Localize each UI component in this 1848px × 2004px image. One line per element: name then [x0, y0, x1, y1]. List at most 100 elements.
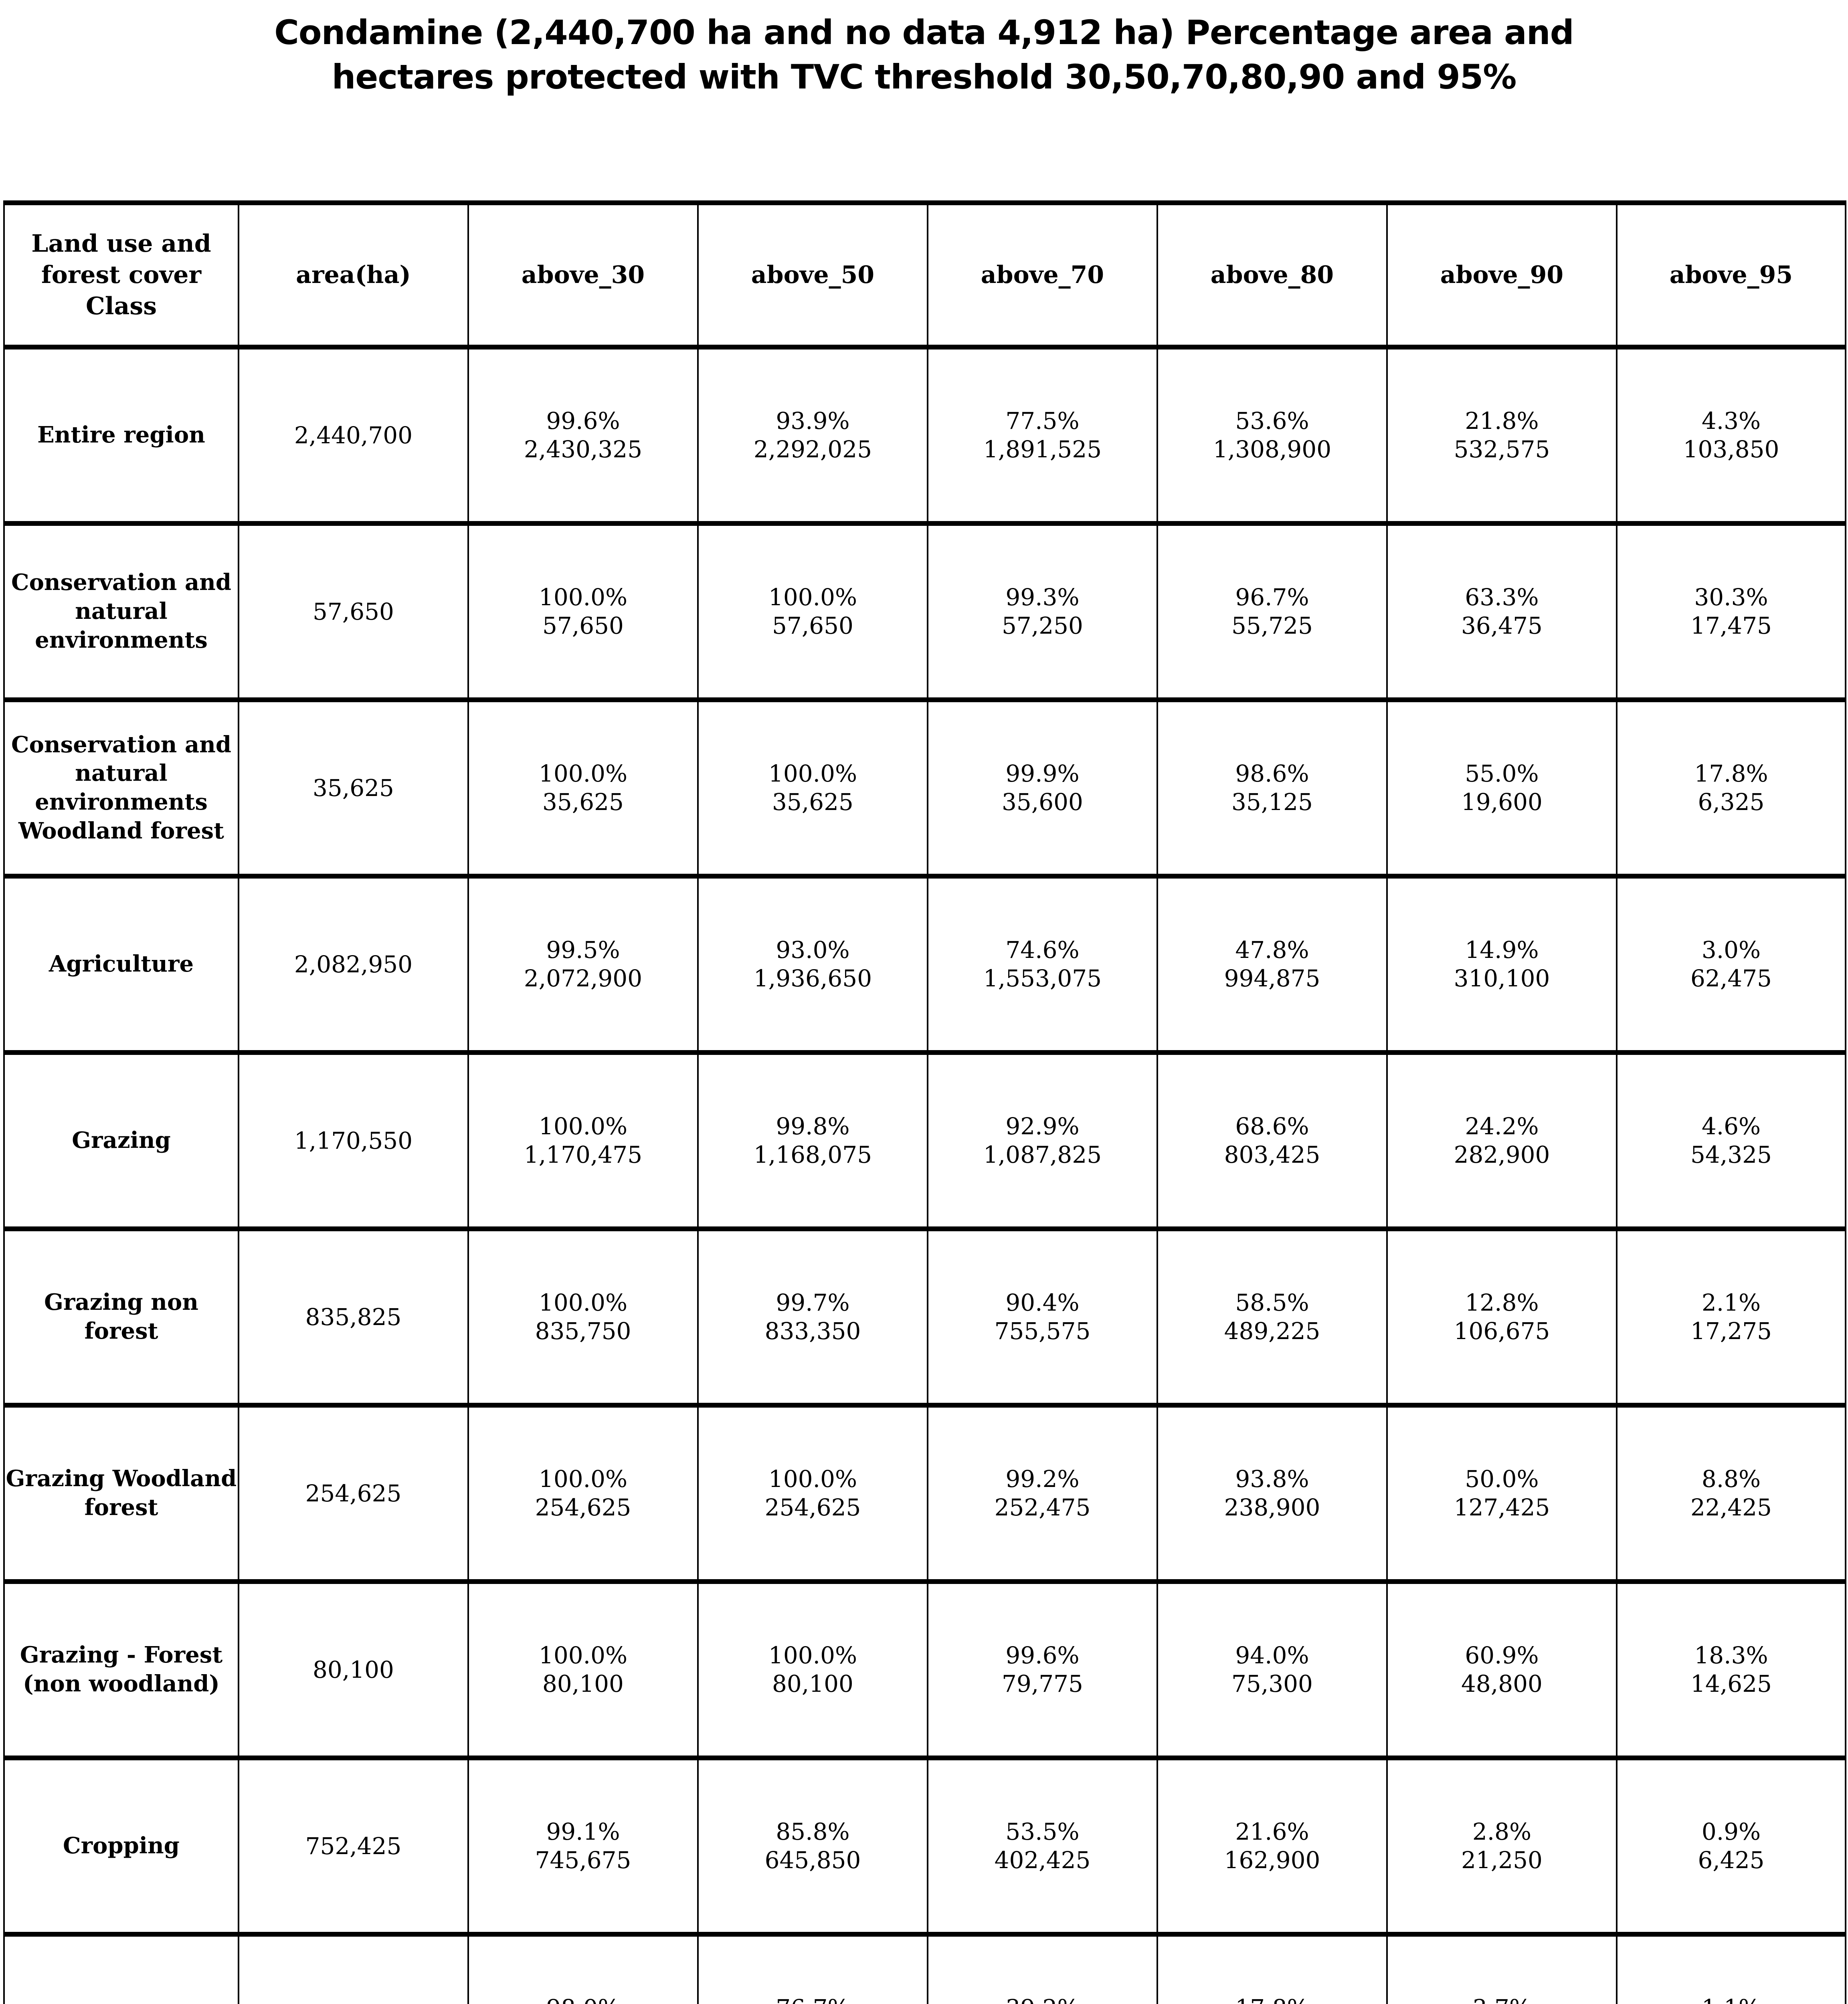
pct-value: 18.3%	[1694, 1642, 1768, 1669]
ha-value: 1,170,475	[524, 1141, 643, 1168]
ha-value: 1,936,650	[753, 965, 872, 992]
ha-value: 238,900	[1224, 1494, 1320, 1521]
data-cell: 4.6% 54,325	[1616, 1050, 1846, 1231]
pct-value: 96.7%	[1235, 584, 1309, 611]
ha-value: 1,553,075	[983, 965, 1102, 992]
data-cell: 99.7% 833,350	[697, 1226, 928, 1408]
pct-value: 100.0%	[538, 1465, 628, 1493]
ha-value: 532,575	[1454, 436, 1550, 463]
row-label: Cropping	[3, 1756, 239, 1937]
row-label: Grazing Woodland forest	[3, 1403, 239, 1584]
area-cell: 2,440,700	[238, 345, 469, 526]
ha-value: 127,425	[1454, 1494, 1550, 1521]
ha-value: 252,475	[994, 1494, 1091, 1521]
ha-value: 17,275	[1690, 1317, 1772, 1345]
ha-value: 1,087,825	[983, 1141, 1102, 1168]
data-cell: 18.3% 14,625	[1616, 1579, 1846, 1760]
ha-value: 35,625	[542, 788, 624, 816]
row-label: Grazing - Forest (non woodland)	[3, 1579, 239, 1760]
ha-value: 254,625	[764, 1494, 861, 1521]
data-cell: 17.8% 28,400	[1157, 1932, 1388, 2004]
data-cell: 99.9% 35,600	[927, 697, 1158, 879]
data-cell: 63.3% 36,475	[1386, 521, 1618, 702]
pct-value: 93.9%	[776, 407, 850, 435]
col-header-above-50: above_50	[697, 200, 928, 349]
data-cell: 100.0% 1,170,475	[467, 1050, 699, 1231]
pct-value: 30.3%	[1694, 584, 1768, 611]
table-row: Conservation and natural environments 57…	[3, 521, 1846, 702]
pct-value: 100.0%	[538, 1642, 628, 1669]
area-cell: 35,625	[238, 697, 469, 879]
pct-value: 100.0%	[768, 760, 857, 788]
pct-value: 90.4%	[1005, 1289, 1080, 1317]
table-row: Grazing non forest 835,825 100.0% 835,75…	[3, 1226, 1846, 1408]
page-title-line1: Condamine (2,440,700 ha and no data 4,91…	[274, 13, 1574, 52]
row-label: Conservation and natural environments Wo…	[3, 697, 239, 879]
pct-value: 99.6%	[546, 407, 620, 435]
data-cell: 96.7% 55,725	[1157, 521, 1388, 702]
table-row: Grazing - Forest (non woodland) 80,100 1…	[3, 1579, 1846, 1760]
pct-value: 2.8%	[1472, 1818, 1532, 1846]
data-cell: 100.0% 835,750	[467, 1226, 699, 1408]
pct-value: 100.0%	[538, 1113, 628, 1140]
data-cell: 2.1% 17,275	[1616, 1226, 1846, 1408]
ha-value: 75,300	[1231, 1670, 1313, 1697]
data-cell: 93.8% 238,900	[1157, 1403, 1388, 1584]
pct-value: 100.0%	[768, 584, 857, 611]
ha-value: 1,891,525	[983, 436, 1102, 463]
data-cell: 93.0% 1,936,650	[697, 874, 928, 1055]
pct-value: 100.0%	[768, 1642, 857, 1669]
data-cell: 68.6% 803,425	[1157, 1050, 1388, 1231]
area-cell: 752,425	[238, 1756, 469, 1937]
row-label: Entire region	[3, 345, 239, 526]
data-cell: 85.8% 645,850	[697, 1756, 928, 1937]
ha-value: 162,900	[1224, 1846, 1320, 1874]
pct-value: 53.5%	[1005, 1818, 1080, 1846]
area-cell: 2,082,950	[238, 874, 469, 1055]
pct-value: 21.8%	[1465, 407, 1539, 435]
pct-value: 99.1%	[546, 1818, 620, 1846]
ha-value: 755,575	[994, 1317, 1091, 1345]
data-cell: 90.4% 755,575	[927, 1226, 1158, 1408]
ha-value: 17,475	[1690, 612, 1772, 639]
pct-value: 100.0%	[768, 1465, 857, 1493]
ha-value: 80,100	[772, 1670, 853, 1697]
table-row: Conservation and natural environments Wo…	[3, 697, 1846, 879]
pct-value: 98.6%	[1235, 760, 1309, 788]
pct-value: 1.1%	[1618, 1994, 1844, 2004]
data-cell: 2.8% 21,250	[1386, 1756, 1618, 1937]
ha-value: 745,675	[535, 1846, 631, 1874]
pct-value: 55.0%	[1465, 760, 1539, 788]
pct-value: 53.6%	[1235, 407, 1309, 435]
data-cell: 99.1% 745,675	[467, 1756, 699, 1937]
pct-value: 0.9%	[1701, 1818, 1761, 1846]
row-label: Irrigation	[3, 1932, 239, 2004]
pct-value: 2.1%	[1701, 1289, 1761, 1317]
table-row: Agriculture 2,082,950 99.5% 2,072,900 93…	[3, 874, 1846, 1055]
table-row: Cropping 752,425 99.1% 745,675 85.8% 645…	[3, 1756, 1846, 1937]
col-header-class: Land use and forest cover Class	[3, 200, 239, 349]
ha-value: 994,875	[1224, 965, 1320, 992]
pct-value: 99.5%	[546, 936, 620, 964]
data-cell: 24.2% 282,900	[1386, 1050, 1618, 1231]
data-cell: 1.1% 1,725	[1616, 1932, 1846, 2004]
ha-value: 14,625	[1690, 1670, 1772, 1697]
row-label: Agriculture	[3, 874, 239, 1055]
pct-value: 93.8%	[1235, 1465, 1309, 1493]
data-cell: 53.6% 1,308,900	[1157, 345, 1388, 526]
pct-value: 93.0%	[776, 936, 850, 964]
ha-value: 2,292,025	[753, 436, 872, 463]
ha-value: 35,125	[1231, 788, 1313, 816]
ha-value: 310,100	[1454, 965, 1550, 992]
ha-value: 19,600	[1461, 788, 1543, 816]
ha-value: 35,600	[1002, 788, 1083, 816]
ha-value: 21,250	[1461, 1846, 1543, 1874]
ha-value: 6,325	[1698, 788, 1765, 816]
data-cell: 98.0% 156,475	[467, 1932, 699, 2004]
header-row: Land use and forest cover Class area(ha)…	[3, 200, 1846, 349]
data-cell: 77.5% 1,891,525	[927, 345, 1158, 526]
data-cell: 98.6% 35,125	[1157, 697, 1388, 879]
data-cell: 50.0% 127,425	[1386, 1403, 1618, 1584]
data-cell: 99.5% 2,072,900	[467, 874, 699, 1055]
row-label: Conservation and natural environments	[3, 521, 239, 702]
